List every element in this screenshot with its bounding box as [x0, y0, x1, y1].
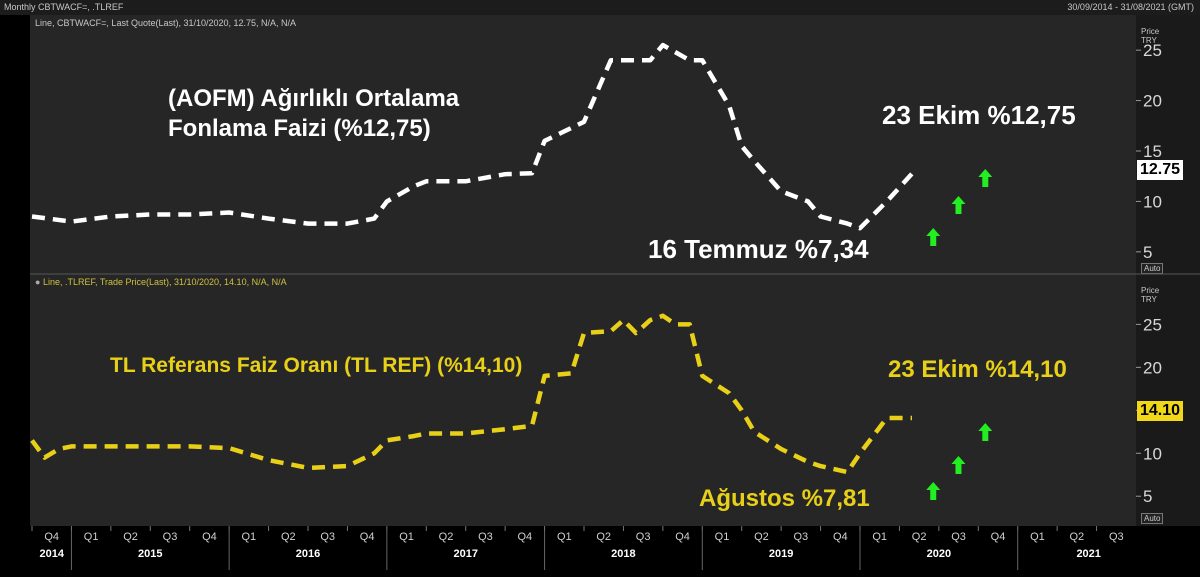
x-year-label: 2015	[138, 548, 162, 560]
date-range: 30/09/2014 - 31/08/2021 (GMT)	[1067, 2, 1194, 12]
x-quarter-label: Q2	[439, 531, 454, 543]
up-arrow-icon	[926, 228, 941, 246]
x-quarter-label: Q3	[320, 531, 335, 543]
x-quarter-label: Q3	[478, 531, 493, 543]
x-quarter-label: Q1	[557, 531, 572, 543]
bottom-price-header: Price TRY	[1141, 286, 1160, 304]
bottom-chart-panel[interactable]	[30, 274, 1136, 526]
x-quarter-label: Q3	[1109, 531, 1124, 543]
x-quarter-label: Q2	[754, 531, 769, 543]
bottom-low-annotation: Ağustos %7,81	[693, 483, 876, 515]
top-ytick-label: 20	[1143, 92, 1162, 111]
bottom-title-annotation: TL Referans Faiz Oranı (TL REF) (%14,10)	[104, 350, 529, 382]
x-quarter-label: Q4	[360, 531, 375, 543]
x-quarter-label: Q1	[242, 531, 257, 543]
bottom-y-axis[interactable]	[1136, 274, 1200, 526]
x-quarter-label: Q4	[518, 531, 533, 543]
legend-dot-icon: ●	[35, 277, 41, 287]
top-ytick-label: 15	[1143, 142, 1162, 161]
up-arrow-icon	[978, 423, 993, 441]
bottom-legend: ● Line, .TLREF, Trade Price(Last), 31/10…	[35, 277, 287, 287]
top-last-value: 12.75	[1137, 160, 1184, 180]
x-quarter-label: Q2	[912, 531, 927, 543]
top-price-header: Price TRY	[1141, 27, 1160, 45]
x-quarter-label: Q1	[872, 531, 887, 543]
chart-header: Monthly CBTWACF=, .TLREF 30/09/2014 - 31…	[0, 0, 1200, 15]
bottom-series-line	[30, 313, 912, 475]
x-quarter-label: Q4	[991, 531, 1006, 543]
x-quarter-label: Q1	[715, 531, 730, 543]
bottom-auto-button[interactable]: Auto	[1141, 513, 1164, 524]
x-quarter-label: Q3	[163, 531, 178, 543]
x-quarter-label: Q1	[1030, 531, 1045, 543]
top-y-axis[interactable]	[1136, 15, 1200, 274]
bottom-ytick-label: 25	[1143, 315, 1162, 334]
bottom-last-value: 14.10	[1137, 401, 1184, 421]
top-legend: Line, CBTWACF=, Last Quote(Last), 31/10/…	[35, 18, 297, 28]
x-quarter-label: Q2	[1070, 531, 1085, 543]
x-year-label: 2021	[1076, 548, 1100, 560]
x-year-label: 2017	[453, 548, 477, 560]
x-quarter-label: Q2	[123, 531, 138, 543]
top-low-annotation: 16 Temmuz %7,34	[642, 232, 875, 267]
x-year-label: 2014	[39, 548, 64, 560]
x-quarter-label: Q4	[833, 531, 848, 543]
top-right-annotation: 23 Ekim %12,75	[876, 98, 1082, 133]
x-quarter-label: Q1	[84, 531, 99, 543]
bottom-ytick-label: 5	[1143, 487, 1152, 506]
x-quarter-label: Q4	[202, 531, 217, 543]
top-ytick-label: 25	[1143, 41, 1162, 60]
up-arrow-icon	[951, 196, 966, 214]
bottom-right-annotation: 23 Ekim %14,10	[882, 354, 1073, 386]
x-quarter-label: Q4	[675, 531, 690, 543]
chart-instruments: Monthly CBTWACF=, .TLREF	[4, 2, 124, 12]
x-quarter-label: Q3	[951, 531, 966, 543]
x-year-label: 2020	[927, 548, 951, 560]
top-series-line	[31, 42, 914, 231]
x-quarter-label: Q3	[636, 531, 651, 543]
x-quarter-label: Q2	[596, 531, 611, 543]
x-quarter-label: Q3	[794, 531, 809, 543]
x-year-label: 2019	[769, 548, 793, 560]
x-year-label: 2018	[611, 548, 635, 560]
bottom-ytick-label: 20	[1143, 358, 1162, 377]
top-ytick-label: 10	[1143, 192, 1162, 211]
x-quarter-label: Q1	[399, 531, 414, 543]
up-arrow-icon	[978, 169, 993, 187]
top-ytick-label: 5	[1143, 243, 1152, 262]
x-quarter-label: Q2	[281, 531, 296, 543]
up-arrow-icon	[926, 482, 941, 500]
up-arrow-icon	[951, 456, 966, 474]
x-quarter-label: Q4	[44, 531, 59, 543]
x-year-label: 2016	[296, 548, 320, 560]
bottom-ytick-label: 10	[1143, 444, 1162, 463]
top-title-annotation: (AOFM) Ağırlıklı Ortalama Fonlama Faizi …	[162, 82, 466, 146]
